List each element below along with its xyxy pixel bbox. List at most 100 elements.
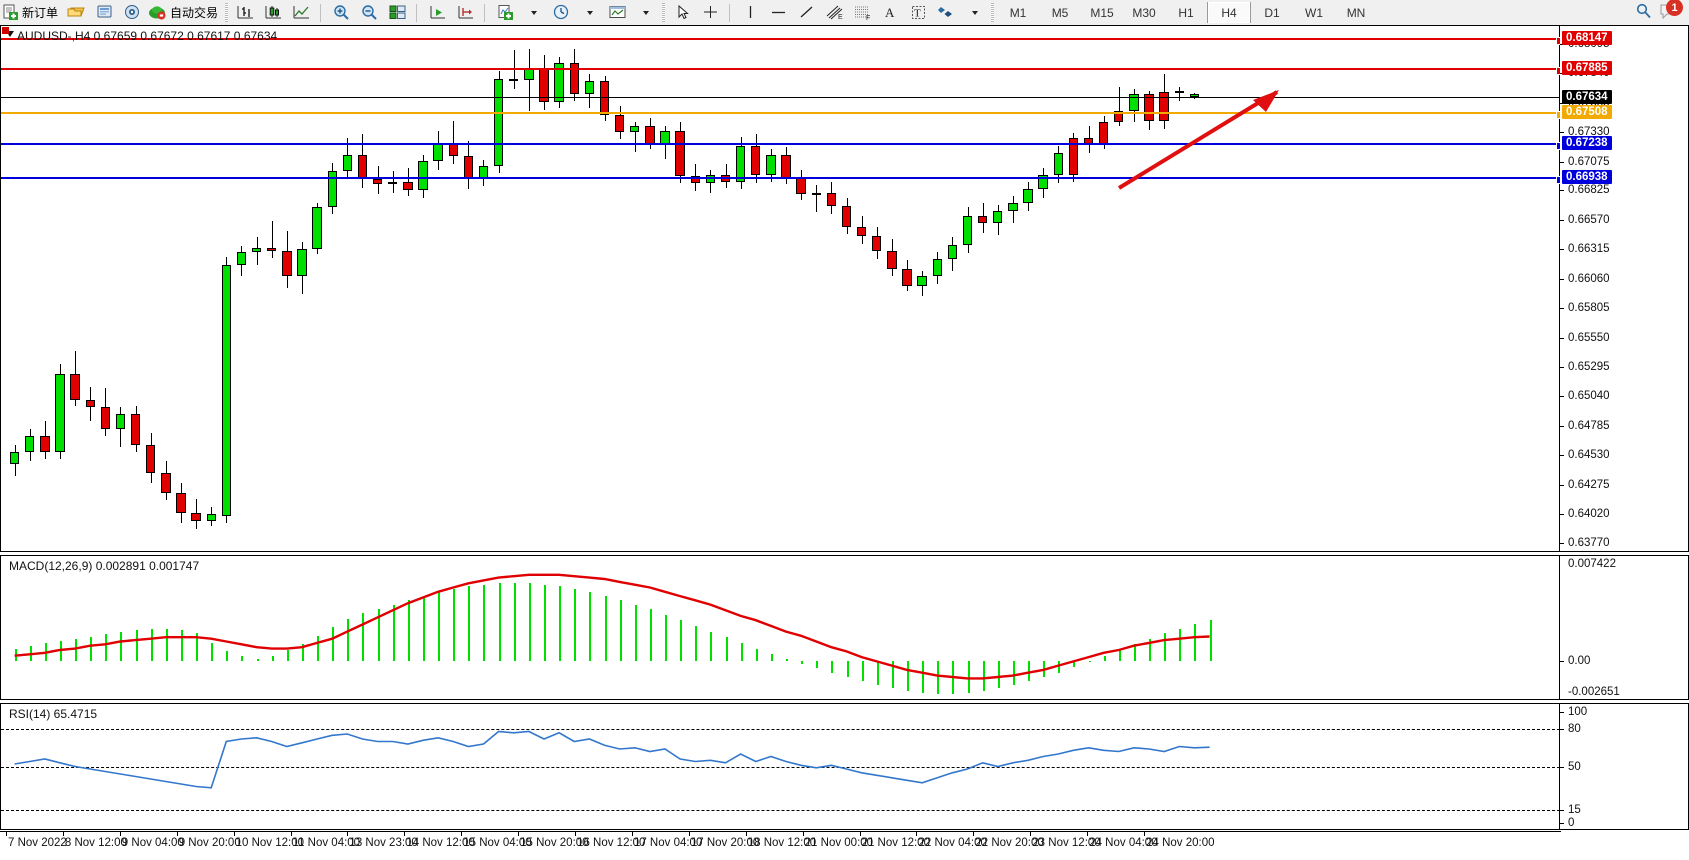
price-tag-last-price[interactable]: 0.67634 — [1562, 90, 1612, 105]
zoom-in-button[interactable] — [327, 1, 355, 24]
text-button[interactable]: A — [876, 1, 904, 24]
trendline-button[interactable] — [792, 1, 820, 24]
timeframe-button-m5[interactable]: M5 — [1051, 5, 1069, 20]
svg-text:F: F — [866, 15, 870, 21]
macd-histogram-bar — [166, 628, 168, 662]
timeframe-button-h1[interactable]: H1 — [1178, 5, 1194, 20]
time-axis-tick — [575, 832, 577, 836]
time-axis[interactable]: 7 Nov 2022 8 Nov 12:00 9 Nov 04:00 9 Nov 20… — [0, 831, 1561, 860]
shift-end-icon — [430, 6, 445, 19]
price-tag-resistance-upper[interactable]: 0.68147 — [1562, 30, 1612, 45]
candle-body — [1053, 152, 1063, 175]
macd-axis[interactable]: 0.007422 0.00 -0.002651 — [1559, 556, 1688, 699]
resistance-lower-line[interactable] — [1, 67, 1560, 76]
candle-body — [735, 146, 746, 182]
time-axis-label: 17 Nov 04:00 — [633, 837, 703, 849]
macd-histogram-bar — [75, 638, 77, 662]
horizontal-line-button[interactable] — [764, 1, 792, 24]
timeframe-button-mn[interactable]: MN — [1346, 5, 1366, 20]
candle-body — [872, 236, 882, 251]
price-plot-area[interactable] — [1, 26, 1560, 551]
cursor-button[interactable] — [668, 1, 696, 24]
timeframe-button-h4[interactable]: H4 — [1207, 2, 1252, 23]
support-lower-line-handle[interactable] — [1556, 176, 1560, 185]
equidistant-channel-button[interactable]: E — [820, 1, 848, 24]
time-axis-label: 14 Nov 12:00 — [406, 837, 475, 849]
navigator-button[interactable] — [118, 1, 146, 24]
time-axis-label: 13 Nov 23:00 — [349, 837, 418, 849]
rsi-axis[interactable]: 100 80 50 15 0 — [1559, 704, 1688, 829]
pivot-line-handle[interactable] — [1556, 110, 1560, 119]
trendline-icon — [800, 6, 812, 18]
resistance-upper-line[interactable] — [1, 36, 1560, 45]
vertical-line-button[interactable] — [736, 1, 764, 24]
timeframe-button-m15[interactable]: M15 — [1090, 5, 1114, 20]
folder-button[interactable] — [62, 1, 90, 24]
period-dropdown[interactable] — [575, 1, 603, 24]
candle-wick — [816, 185, 817, 212]
shapes-button[interactable] — [932, 1, 960, 24]
macd-histogram-bar — [635, 604, 637, 662]
indicators-dropdown[interactable] — [519, 1, 547, 24]
chart-area[interactable]: 0.680950.678400.675850.673300.670750.668… — [0, 25, 1689, 860]
indicators-icon — [498, 5, 513, 20]
crosshair-button[interactable] — [696, 1, 724, 24]
macd-panel[interactable]: 0.007422 0.00 -0.002651 MACD(12,26,9) 0.00… — [0, 555, 1689, 700]
macd-axis-tick: -0.002651 — [1568, 686, 1620, 698]
period-button[interactable] — [547, 1, 575, 24]
templates-button[interactable] — [603, 1, 631, 24]
terminal-button[interactable] — [90, 1, 118, 24]
folder-icon — [66, 7, 85, 17]
resistance-lower-line-handle[interactable] — [1556, 67, 1560, 76]
candle-body — [524, 67, 534, 81]
price-tag-resistance-lower[interactable]: 0.67885 — [1562, 61, 1612, 76]
templates-dropdown[interactable] — [631, 1, 659, 24]
auto-trading-button[interactable]: 自动交易 — [146, 1, 222, 24]
auto-scroll-button[interactable] — [451, 1, 479, 24]
new-order-label: 新订单 — [22, 6, 59, 20]
fibonacci-button[interactable]: F — [848, 1, 876, 24]
time-axis-label: 24 Nov 20:00 — [1146, 837, 1215, 849]
timeframe-button-d1[interactable]: D1 — [1264, 5, 1280, 20]
resistance-upper-line-handle[interactable] — [1556, 36, 1560, 45]
alerts-button[interactable]: 1 — [1659, 0, 1683, 23]
price-chart-panel[interactable]: 0.680950.678400.675850.673300.670750.668… — [0, 25, 1689, 552]
svg-text:T: T — [914, 8, 921, 20]
zoom-out-button[interactable] — [355, 1, 383, 24]
search-button[interactable] — [1635, 2, 1653, 23]
indicators-button[interactable] — [491, 1, 519, 24]
macd-label: MACD(12,26,9) 0.002891 0.001747 — [9, 559, 200, 573]
bullish-trend-arrow[interactable] — [1111, 86, 1291, 196]
macd-histogram-bar — [90, 637, 92, 662]
macd-plot-area[interactable] — [1, 556, 1560, 699]
last-price-line[interactable] — [1, 97, 1560, 99]
macd-histogram-bar — [514, 583, 516, 662]
candle-body — [1189, 94, 1200, 98]
shapes-dropdown[interactable] — [960, 1, 988, 24]
price-tag-support-upper[interactable]: 0.67238 — [1562, 135, 1612, 150]
rsi-panel[interactable]: 100 80 50 15 0 RSI(14) 65.4715 — [0, 703, 1689, 830]
support-upper-line-handle[interactable] — [1556, 141, 1560, 150]
bar-chart-button[interactable] — [231, 1, 259, 24]
pivot-line[interactable] — [1, 110, 1560, 119]
shift-end-button[interactable] — [423, 1, 451, 24]
candle-body — [751, 146, 761, 175]
candle-body — [554, 62, 564, 103]
tile-windows-button[interactable] — [383, 1, 411, 24]
support-upper-line[interactable] — [1, 141, 1560, 150]
macd-histogram-bar — [211, 642, 213, 662]
label-button[interactable]: T — [904, 1, 932, 24]
line-chart-button[interactable] — [287, 1, 315, 24]
timeframe-button-m1[interactable]: M1 — [1009, 5, 1027, 20]
price-tag-support-lower[interactable]: 0.66938 — [1562, 170, 1612, 185]
symbol-expand-arrow-icon[interactable] — [6, 31, 14, 37]
price-tag-pivot[interactable]: 0.67508 — [1562, 104, 1612, 119]
timeframe-button-w1[interactable]: W1 — [1305, 5, 1324, 20]
new-order-button[interactable]: 新订单 — [0, 1, 62, 24]
candle-body — [463, 156, 474, 180]
rsi-plot-area[interactable] — [1, 704, 1560, 829]
timeframe-button-m30[interactable]: M30 — [1132, 5, 1156, 20]
candlestick-chart-button[interactable] — [259, 1, 287, 24]
price-axis[interactable]: 0.680950.678400.675850.673300.670750.668… — [1559, 26, 1688, 551]
support-lower-line[interactable] — [1, 176, 1560, 185]
